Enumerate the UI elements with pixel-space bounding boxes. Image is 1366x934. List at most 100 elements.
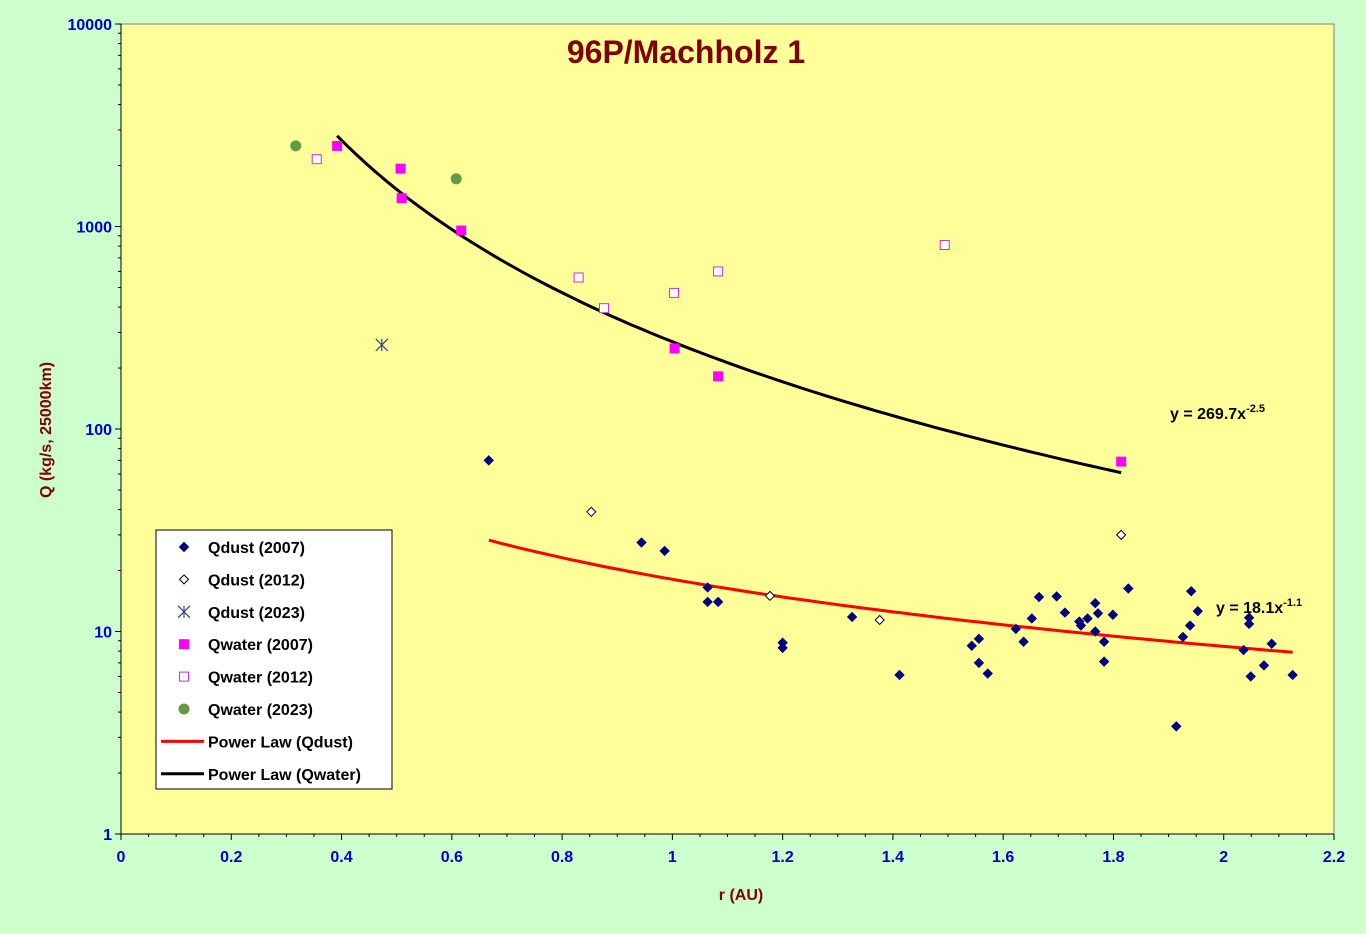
point-qdust-2007 bbox=[1090, 597, 1101, 609]
legend-label: Qdust (2023) bbox=[208, 605, 305, 622]
x-tick-label: 0.4 bbox=[330, 849, 352, 866]
x-axis-title: r (AU) bbox=[719, 887, 763, 904]
legend-label: Qwater (2007) bbox=[208, 637, 313, 654]
x-tick-label: 1 bbox=[668, 849, 677, 866]
legend-label: Qwater (2012) bbox=[208, 670, 313, 687]
point-qdust-2007 bbox=[1123, 583, 1134, 594]
point-qdust-2007 bbox=[1238, 644, 1249, 656]
x-tick-label: 1.8 bbox=[1102, 849, 1124, 866]
point-qdust-2007 bbox=[1107, 609, 1119, 620]
point-qdust-2023 bbox=[375, 338, 389, 352]
trendline-qdust bbox=[488, 538, 1293, 654]
legend-label: Qdust (2007) bbox=[208, 540, 305, 557]
point-qdust-2007 bbox=[659, 545, 670, 557]
point-qdust-2007 bbox=[1177, 631, 1189, 643]
point-qdust-2007 bbox=[966, 640, 977, 651]
point-qdust-2007 bbox=[1192, 605, 1204, 617]
point-qdust-2007 bbox=[982, 668, 993, 679]
point-qdust-2007 bbox=[1090, 626, 1101, 637]
point-qwater-2012 bbox=[573, 272, 584, 283]
point-qdust-2007 bbox=[973, 657, 985, 669]
point-qwater-2007 bbox=[1116, 456, 1127, 467]
point-qdust-2007 bbox=[1026, 613, 1038, 624]
y-tick-label: 10 bbox=[94, 625, 112, 642]
point-qdust-2007 bbox=[777, 642, 788, 654]
point-qdust-2007 bbox=[846, 611, 858, 623]
legend-label: Qwater (2023) bbox=[208, 702, 313, 719]
legend-marker bbox=[179, 671, 189, 682]
point-qwater-2007 bbox=[395, 163, 406, 174]
x-tick-label: 0.8 bbox=[551, 849, 573, 866]
point-qdust-2007 bbox=[1243, 618, 1255, 630]
legend-marker bbox=[179, 639, 189, 650]
x-tick-label: 1.2 bbox=[772, 849, 794, 866]
axes: 1 10 100 1000 10000 0 0.2 0.4 0.6 0.8 1 1.2 1.4 1.6 1.… bbox=[68, 17, 1346, 866]
equation-qwater: y = 269.7x-2.5 bbox=[1170, 403, 1265, 423]
y-tick-label: 1000 bbox=[76, 220, 112, 237]
point-qdust-2007 bbox=[1051, 591, 1062, 602]
legend-label: Power Law (Qwater) bbox=[208, 767, 361, 784]
point-qdust-2007 bbox=[1245, 671, 1256, 682]
legend-marker bbox=[178, 574, 190, 585]
point-qdust-2012 bbox=[1115, 529, 1127, 541]
point-qdust-2007 bbox=[1033, 591, 1045, 603]
x-tick-label: 1.4 bbox=[882, 849, 904, 866]
point-qdust-2007 bbox=[702, 596, 713, 608]
x-tick-label: 0.6 bbox=[441, 849, 463, 866]
point-qdust-2007 bbox=[636, 537, 647, 548]
point-qdust-2007 bbox=[1059, 607, 1071, 618]
point-qdust-2012 bbox=[874, 614, 885, 626]
point-qdust-2007 bbox=[1075, 620, 1087, 631]
point-qdust-2012 bbox=[764, 590, 776, 602]
point-qdust-2007 bbox=[1258, 660, 1270, 671]
data-points bbox=[290, 140, 1298, 732]
legend-label: Qdust (2012) bbox=[208, 572, 305, 589]
point-qdust-2007 bbox=[712, 596, 724, 608]
legend-marker bbox=[178, 703, 190, 715]
point-qdust-2007 bbox=[1185, 586, 1197, 597]
legend-box bbox=[155, 529, 393, 790]
legend-marker bbox=[177, 605, 191, 619]
point-qdust-2007 bbox=[1287, 669, 1298, 681]
point-qdust-2007 bbox=[1098, 656, 1110, 667]
y-tick-label: 10000 bbox=[68, 17, 113, 34]
point-qdust-2007 bbox=[1010, 623, 1022, 635]
trendlines bbox=[336, 134, 1293, 654]
point-qdust-2007 bbox=[1171, 721, 1182, 732]
point-qdust-2007 bbox=[1092, 608, 1104, 619]
y-tick-label: 100 bbox=[85, 422, 112, 439]
legend-marker bbox=[178, 541, 190, 553]
point-qwater-2007 bbox=[332, 140, 343, 151]
point-qdust-2007 bbox=[702, 582, 713, 593]
chart-title: 96P/Machholz 1 bbox=[567, 34, 805, 70]
legend: Qdust (2007) Qdust (2012) Qdust (2023) Qwat… bbox=[155, 529, 393, 790]
x-tick-label: 2.2 bbox=[1323, 849, 1345, 866]
x-tick-label: 0.2 bbox=[220, 849, 242, 866]
trendline-qwater bbox=[336, 134, 1122, 475]
point-qwater-2007 bbox=[713, 371, 724, 382]
point-qwater-2007 bbox=[456, 225, 467, 236]
y-axis-title: Q (kg/s, 25000km) bbox=[38, 362, 55, 498]
point-qdust-2007 bbox=[1266, 638, 1277, 649]
point-qwater-2012 bbox=[598, 303, 609, 314]
point-qwater-2012 bbox=[311, 154, 322, 165]
equation-qdust: y = 18.1x-1.1 bbox=[1216, 597, 1302, 617]
point-qdust-2012 bbox=[586, 506, 597, 518]
point-qdust-2007 bbox=[1018, 636, 1029, 647]
point-qdust-2007 bbox=[894, 669, 905, 681]
point-qwater-2012 bbox=[669, 287, 680, 298]
x-tick-label: 1.6 bbox=[992, 849, 1014, 866]
legend-label: Power Law (Qdust) bbox=[208, 734, 353, 751]
point-qdust-2007 bbox=[1098, 636, 1110, 647]
point-qwater-2007 bbox=[669, 343, 680, 354]
point-qwater-2012 bbox=[939, 240, 950, 251]
point-qwater-2012 bbox=[713, 266, 724, 277]
x-tick-label: 2 bbox=[1219, 849, 1228, 866]
point-qwater-2023 bbox=[290, 140, 302, 152]
point-qdust-2007 bbox=[1184, 620, 1196, 631]
point-qwater-2007 bbox=[396, 193, 407, 204]
y-tick-label: 1 bbox=[103, 827, 112, 844]
point-qdust-2007 bbox=[483, 455, 494, 466]
point-qdust-2007 bbox=[973, 633, 985, 645]
